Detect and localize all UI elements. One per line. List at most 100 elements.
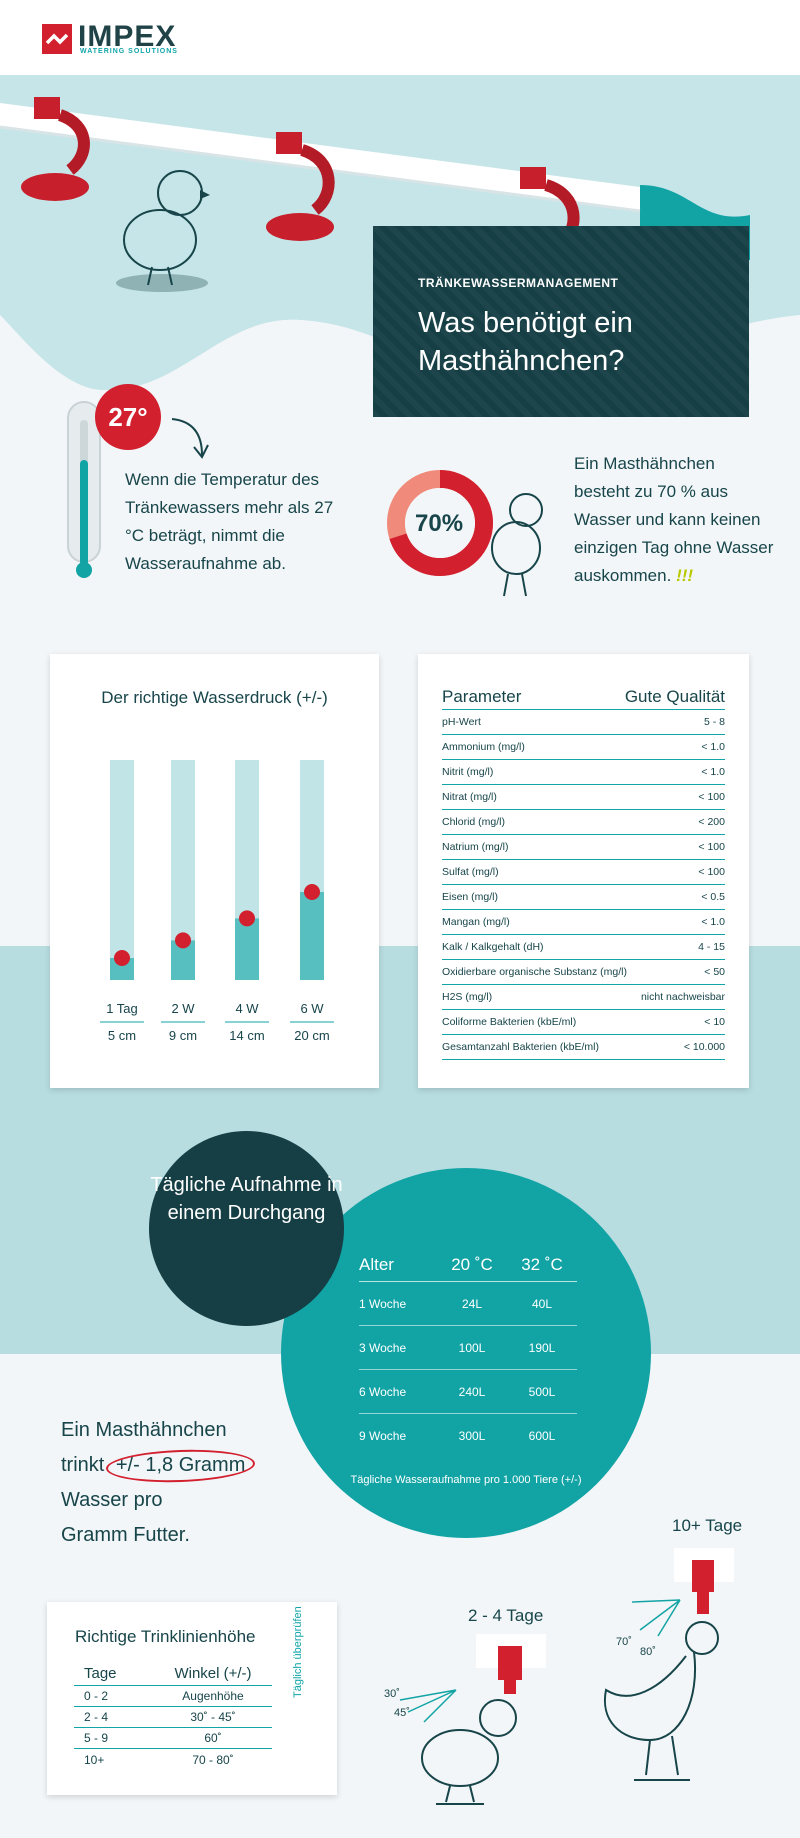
grown-chicken-drinker-illustration xyxy=(603,1548,734,1781)
quality-row: Ammonium (mg/l) < 1.0 xyxy=(442,735,725,760)
tube-height-label: 20 cm xyxy=(294,1028,330,1043)
intake-row: 9 Woche 300L 600L xyxy=(359,1414,577,1458)
temperature-badge: 27° xyxy=(95,384,161,450)
water-share-sentence: Ein Masthähnchen besteht zu 70 % aus Was… xyxy=(574,454,774,585)
header: IMPEX WATERING SOLUTIONS xyxy=(0,0,800,75)
quality-row: Nitrat (mg/l) < 100 xyxy=(442,785,725,810)
quality-row: Nitrit (mg/l) < 1.0 xyxy=(442,760,725,785)
intake-32c: 600L xyxy=(528,1429,556,1443)
quality-param: Chlorid (mg/l) xyxy=(442,816,506,828)
quality-row: Coliforme Bakterien (kbE/ml) < 10 xyxy=(442,1010,725,1035)
quality-value: < 100 xyxy=(698,841,725,853)
header-quality: Gute Qualität xyxy=(624,687,725,706)
angle-70-label: 70˚ xyxy=(616,1636,632,1648)
line-height-angle: 30˚ - 45˚ xyxy=(190,1710,236,1724)
quality-param: Mangan (mg/l) xyxy=(442,916,510,928)
quality-param: Ammonium (mg/l) xyxy=(442,741,525,753)
quality-param: Eisen (mg/l) xyxy=(442,891,499,903)
water-quality-card: Parameter Gute Qualität pH-Wert 5 - 8 Ammo… xyxy=(418,654,749,1088)
logo-icon xyxy=(42,24,72,54)
line-height-days: 2 - 4 xyxy=(84,1710,109,1724)
quality-param: H2S (mg/l) xyxy=(442,991,493,1003)
quality-param: Gesamtanzahl Bakterien (kbE/ml) xyxy=(442,1041,599,1053)
drinker-cup-icon xyxy=(21,97,90,201)
quality-value: 5 - 8 xyxy=(703,716,725,728)
intake-title: Tägliche Aufnahme in einem Durchgang xyxy=(150,1174,343,1224)
intake-header: Alter 20 ˚C 32 ˚C xyxy=(359,1248,577,1282)
intake-row: 3 Woche 100L 190L xyxy=(359,1326,577,1370)
pressure-level xyxy=(235,918,259,980)
chick-icon xyxy=(116,170,210,292)
header-32c: 32 ˚C xyxy=(521,1254,563,1274)
quality-row: pH-Wert 5 - 8 xyxy=(442,710,725,735)
pressure-level xyxy=(110,958,134,980)
intake-title-circle: Tägliche Aufnahme in einem Durchgang xyxy=(149,1131,344,1326)
quality-row: Gesamtanzahl Bakterien (kbE/ml) < 10.000 xyxy=(442,1035,725,1060)
water-share-exclaim: !!! xyxy=(676,566,694,585)
quality-param: Oxidierbare organische Substanz (mg/l) xyxy=(442,966,628,978)
temperature-text: Wenn die Temperatur des Tränkewassers me… xyxy=(125,470,334,573)
pressure-marker xyxy=(304,884,320,900)
hero-kicker: TRÄNKEWASSERMANAGEMENT xyxy=(418,276,619,290)
line-height-days: 0 - 2 xyxy=(84,1689,109,1703)
intake-32c: 190L xyxy=(528,1340,556,1355)
tube-age-label: 2 W xyxy=(171,1001,195,1016)
tube-age-label: 6 W xyxy=(300,1001,324,1016)
drink-ratio-text: Ein Masthähnchen trinkt +/- 1,8 Gramm Wa… xyxy=(61,1413,321,1553)
pressure-marker xyxy=(239,910,255,927)
tube-height-label: 9 cm xyxy=(168,1028,198,1043)
drink-line-4: Gramm Futter. xyxy=(61,1524,190,1546)
quality-param: Sulfat (mg/l) xyxy=(442,866,499,878)
water-share-text: Ein Masthähnchen besteht zu 70 % aus Was… xyxy=(574,450,774,590)
quality-row: H2S (mg/l) nicht nachweisbar xyxy=(442,985,725,1010)
quality-row: Eisen (mg/l) < 0.5 xyxy=(442,885,725,910)
intake-age: 1 Woche xyxy=(359,1296,407,1311)
arrow-down-icon xyxy=(171,418,209,459)
header-20c: 20 ˚C xyxy=(451,1254,493,1274)
quality-value: < 10.000 xyxy=(683,1041,725,1053)
water-quality-header: Parameter Gute Qualität xyxy=(442,687,725,710)
thermometer-icon xyxy=(67,401,101,578)
line-height-angle: 70 - 80˚ xyxy=(192,1752,234,1767)
tube-age-label: 1 Tag xyxy=(106,1001,138,1016)
line-height-days: 5 - 9 xyxy=(84,1731,109,1745)
line-height-row: 5 - 9 60˚ xyxy=(74,1728,272,1749)
drink-line-2: trinkt xyxy=(61,1454,105,1476)
tube-height-label: 5 cm xyxy=(107,1028,137,1043)
quality-value: < 1.0 xyxy=(701,766,725,778)
intake-note: Tägliche Wasseraufnahme pro 1.000 Tiere … xyxy=(350,1474,582,1486)
intake-row: 1 Woche 24L 40L xyxy=(359,1282,577,1326)
quality-value: nicht nachweisbar xyxy=(640,991,725,1003)
intake-age: 6 Woche xyxy=(359,1384,407,1399)
tube-height-label: 14 cm xyxy=(229,1028,265,1043)
pressure-tube xyxy=(110,760,134,980)
intake-32c: 500L xyxy=(528,1384,556,1399)
line-height-angle: Augenhöhe xyxy=(182,1689,244,1703)
young-chick-drinker-illustration xyxy=(399,1634,546,1805)
intake-20c: 300L xyxy=(458,1429,486,1443)
quality-row: Kalk / Kalkgehalt (dH) 4 - 15 xyxy=(442,935,725,960)
quality-row: Chlorid (mg/l) < 200 xyxy=(442,810,725,835)
intake-row: 6 Woche 240L 500L xyxy=(359,1370,577,1414)
water-quality-table: Parameter Gute Qualität pH-Wert 5 - 8 Ammo… xyxy=(442,687,725,1060)
drink-line-3: Wasser pro xyxy=(61,1489,163,1511)
line-height-row: 2 - 4 30˚ - 45˚ xyxy=(74,1707,272,1728)
pressure-marker xyxy=(175,932,191,949)
quality-value: < 50 xyxy=(704,966,725,978)
check-daily-note: Täglich überprüfen xyxy=(292,1606,304,1698)
hero-title-card: TRÄNKEWASSERMANAGEMENT Was benötigt ein … xyxy=(373,226,749,417)
line-height-angle: 60˚ xyxy=(204,1731,222,1745)
water-share-arc xyxy=(387,470,493,576)
quality-value: < 100 xyxy=(698,791,725,803)
line-height-title: Richtige Trinklinienhöhe xyxy=(75,1627,256,1646)
quality-value: < 1.0 xyxy=(701,916,725,928)
quality-row: Oxidierbare organische Substanz (mg/l) < … xyxy=(442,960,725,985)
drink-line-1: Ein Masthähnchen xyxy=(61,1419,227,1441)
line-height-table: Tage Winkel (+/-) 0 - 2 Augenhöhe 2 - 4 30˚… xyxy=(74,1662,272,1770)
water-share-donut xyxy=(387,470,493,576)
pressure-marker xyxy=(114,950,130,966)
quality-value: < 100 xyxy=(698,866,725,878)
intake-32c: 40L xyxy=(531,1296,553,1311)
quality-param: Nitrat (mg/l) xyxy=(442,791,497,803)
label-10-days: 10+ Tage xyxy=(672,1516,743,1535)
